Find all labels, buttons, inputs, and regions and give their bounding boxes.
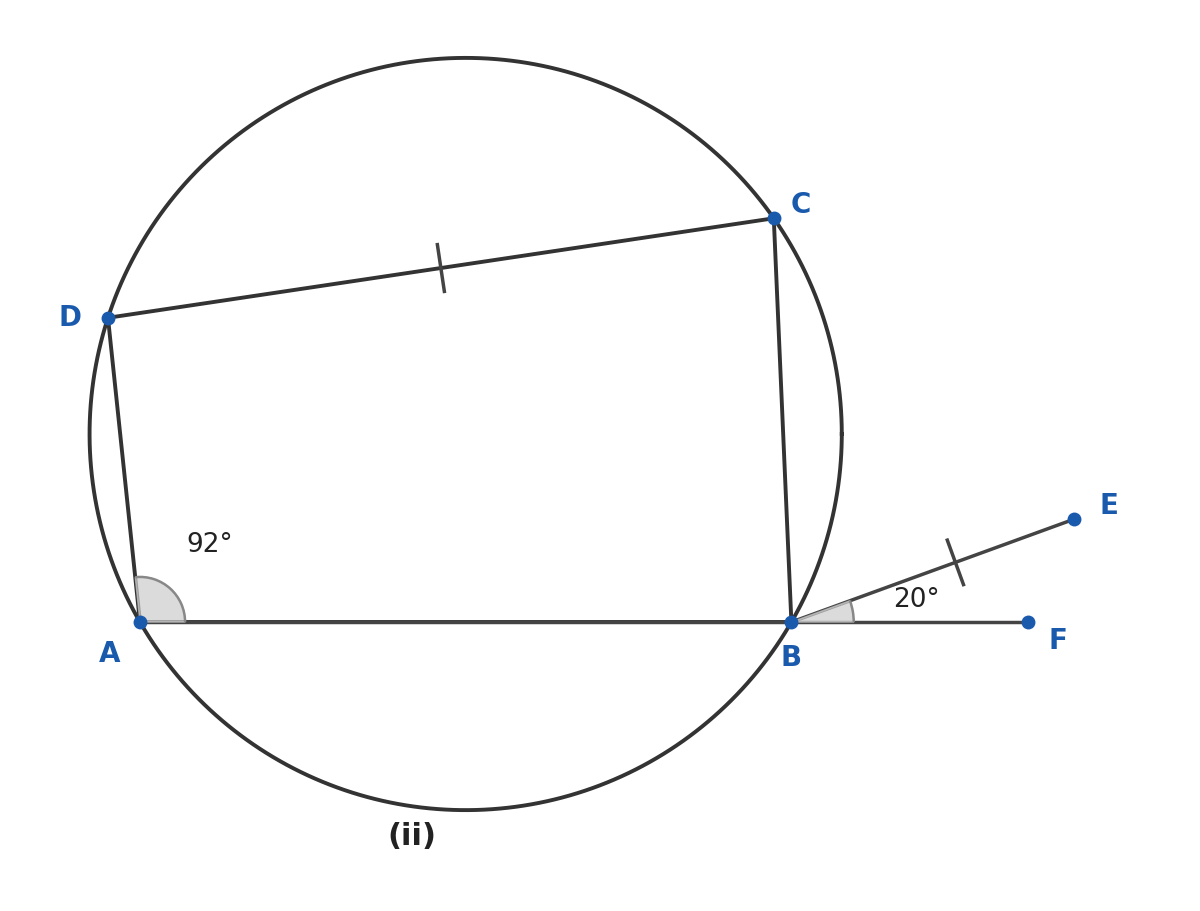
Text: (ii): (ii) <box>388 823 437 852</box>
Polygon shape <box>136 577 185 622</box>
Polygon shape <box>791 600 853 622</box>
Text: F: F <box>1049 628 1067 655</box>
Text: E: E <box>1099 492 1118 520</box>
Text: A: A <box>100 640 121 669</box>
Text: D: D <box>59 303 82 332</box>
Text: 20°: 20° <box>893 587 940 613</box>
Text: 92°: 92° <box>186 532 233 558</box>
Text: B: B <box>781 643 802 671</box>
Text: C: C <box>791 191 811 220</box>
